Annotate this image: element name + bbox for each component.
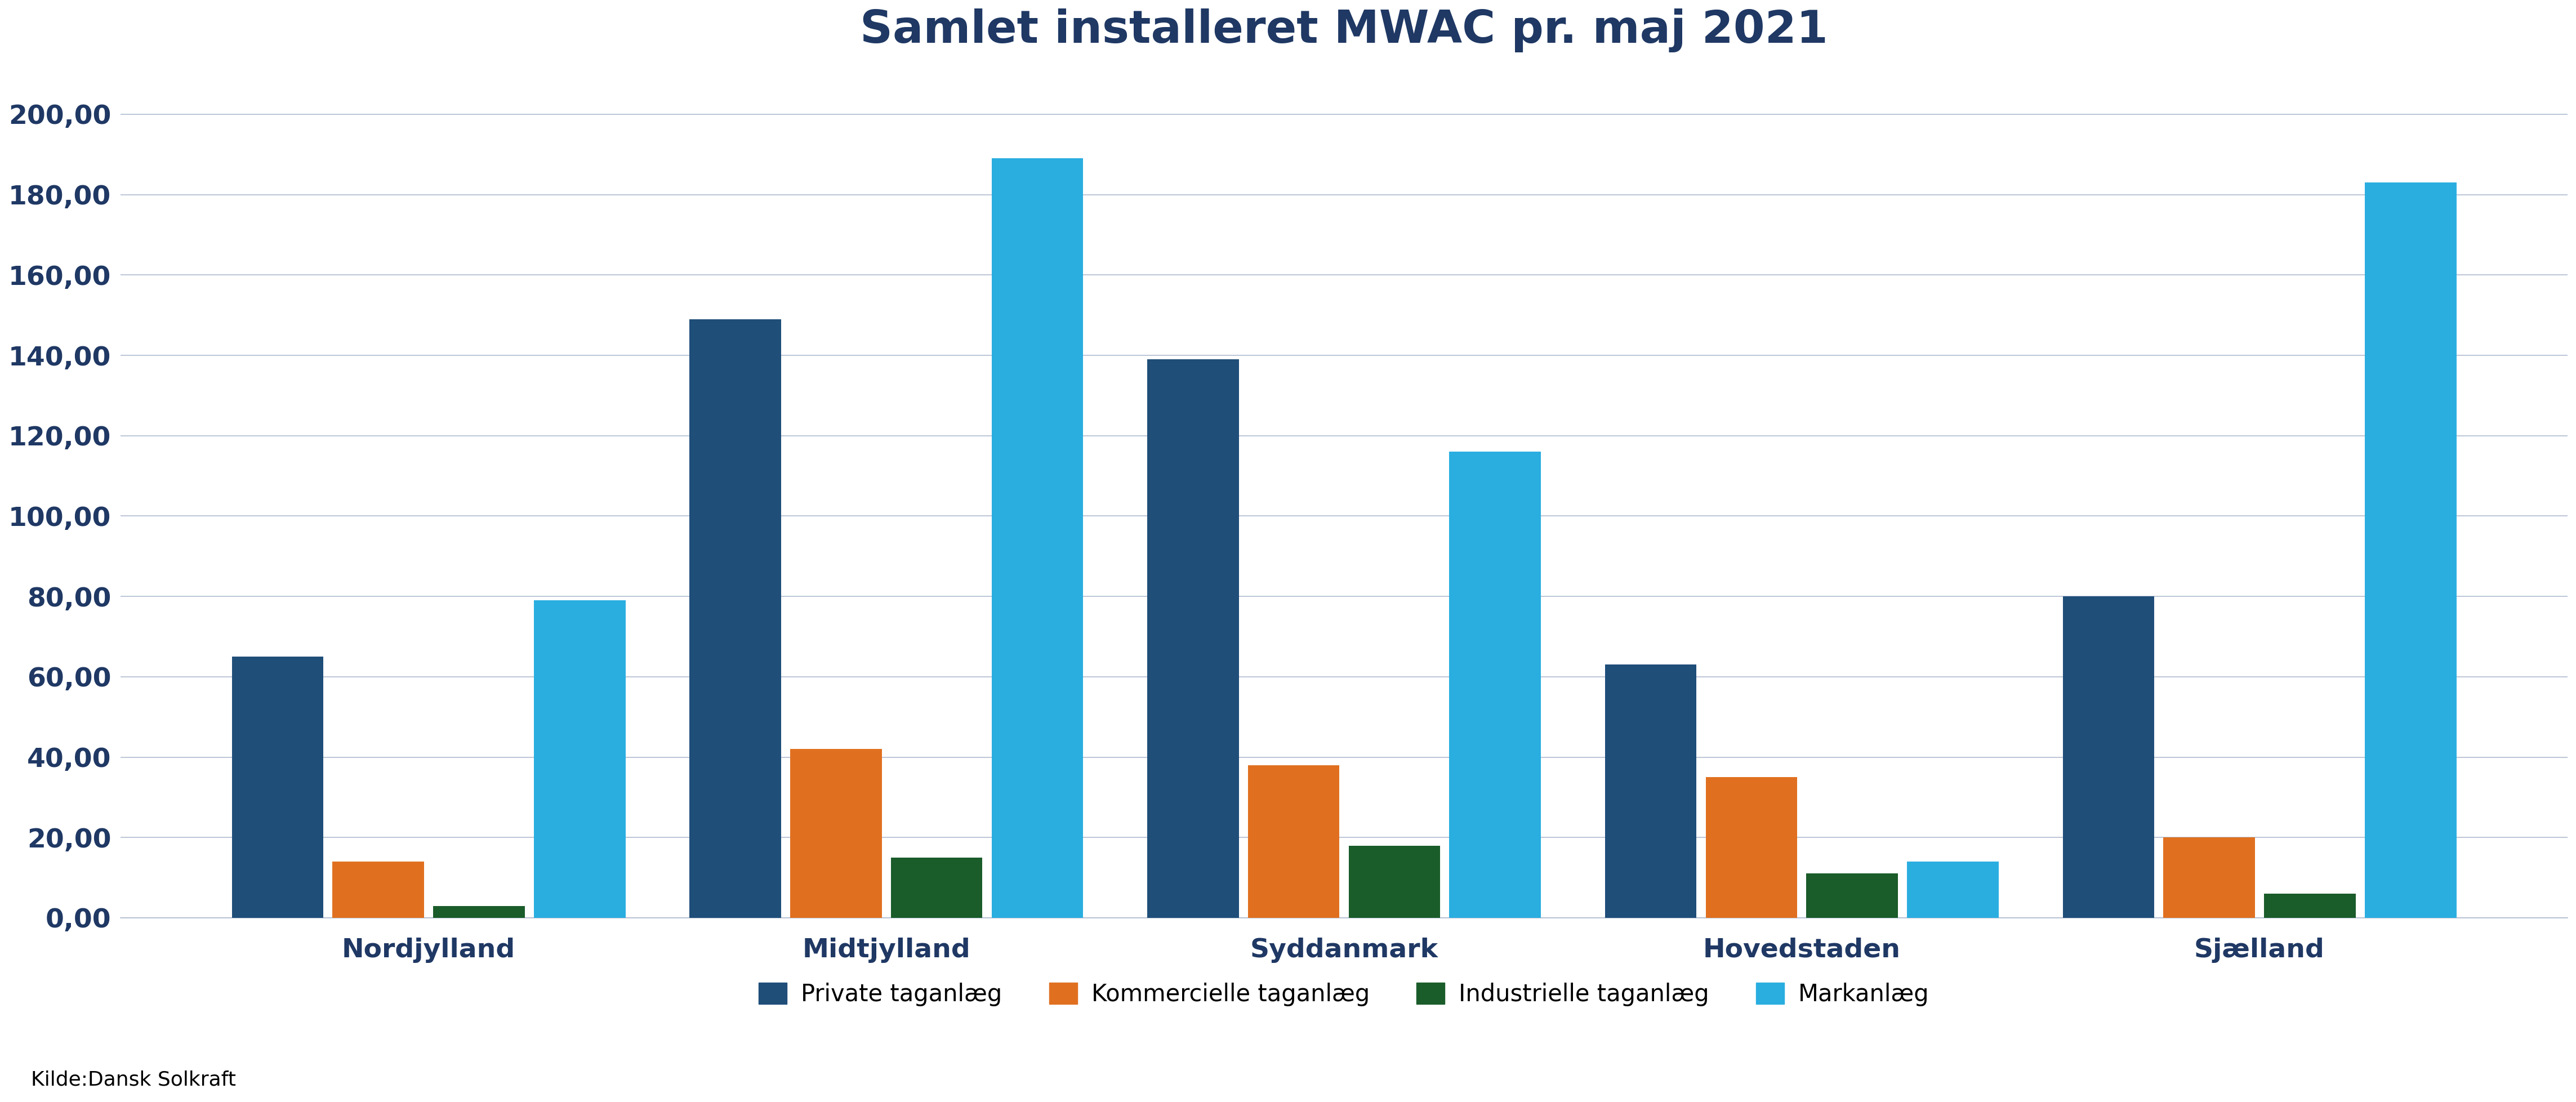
Bar (1906, 862, 1999, 918)
Bar (332, 862, 425, 918)
Bar (2264, 894, 2354, 918)
Bar (1705, 777, 1798, 918)
Bar (891, 857, 981, 918)
Bar (433, 906, 526, 918)
Bar (2365, 183, 2458, 918)
Bar (1247, 765, 1340, 918)
Bar (533, 601, 626, 918)
Bar (1350, 845, 1440, 918)
Bar (1605, 665, 1698, 918)
Bar (791, 749, 881, 918)
Bar (232, 657, 325, 918)
Bar (1806, 874, 1899, 918)
Bar (690, 320, 781, 918)
Title: Samlet installeret MWAC pr. maj 2021: Samlet installeret MWAC pr. maj 2021 (860, 9, 1829, 53)
Bar (1450, 452, 1540, 918)
Bar (2164, 838, 2254, 918)
Bar (2063, 596, 2154, 918)
Legend: Private taganlæg, Kommercielle taganlæg, Industrielle taganlæg, Markanlæg: Private taganlæg, Kommercielle taganlæg,… (750, 973, 1940, 1016)
Bar (1146, 359, 1239, 918)
Text: Kilde:Dansk Solkraft: Kilde:Dansk Solkraft (31, 1070, 237, 1090)
Bar (992, 159, 1082, 918)
